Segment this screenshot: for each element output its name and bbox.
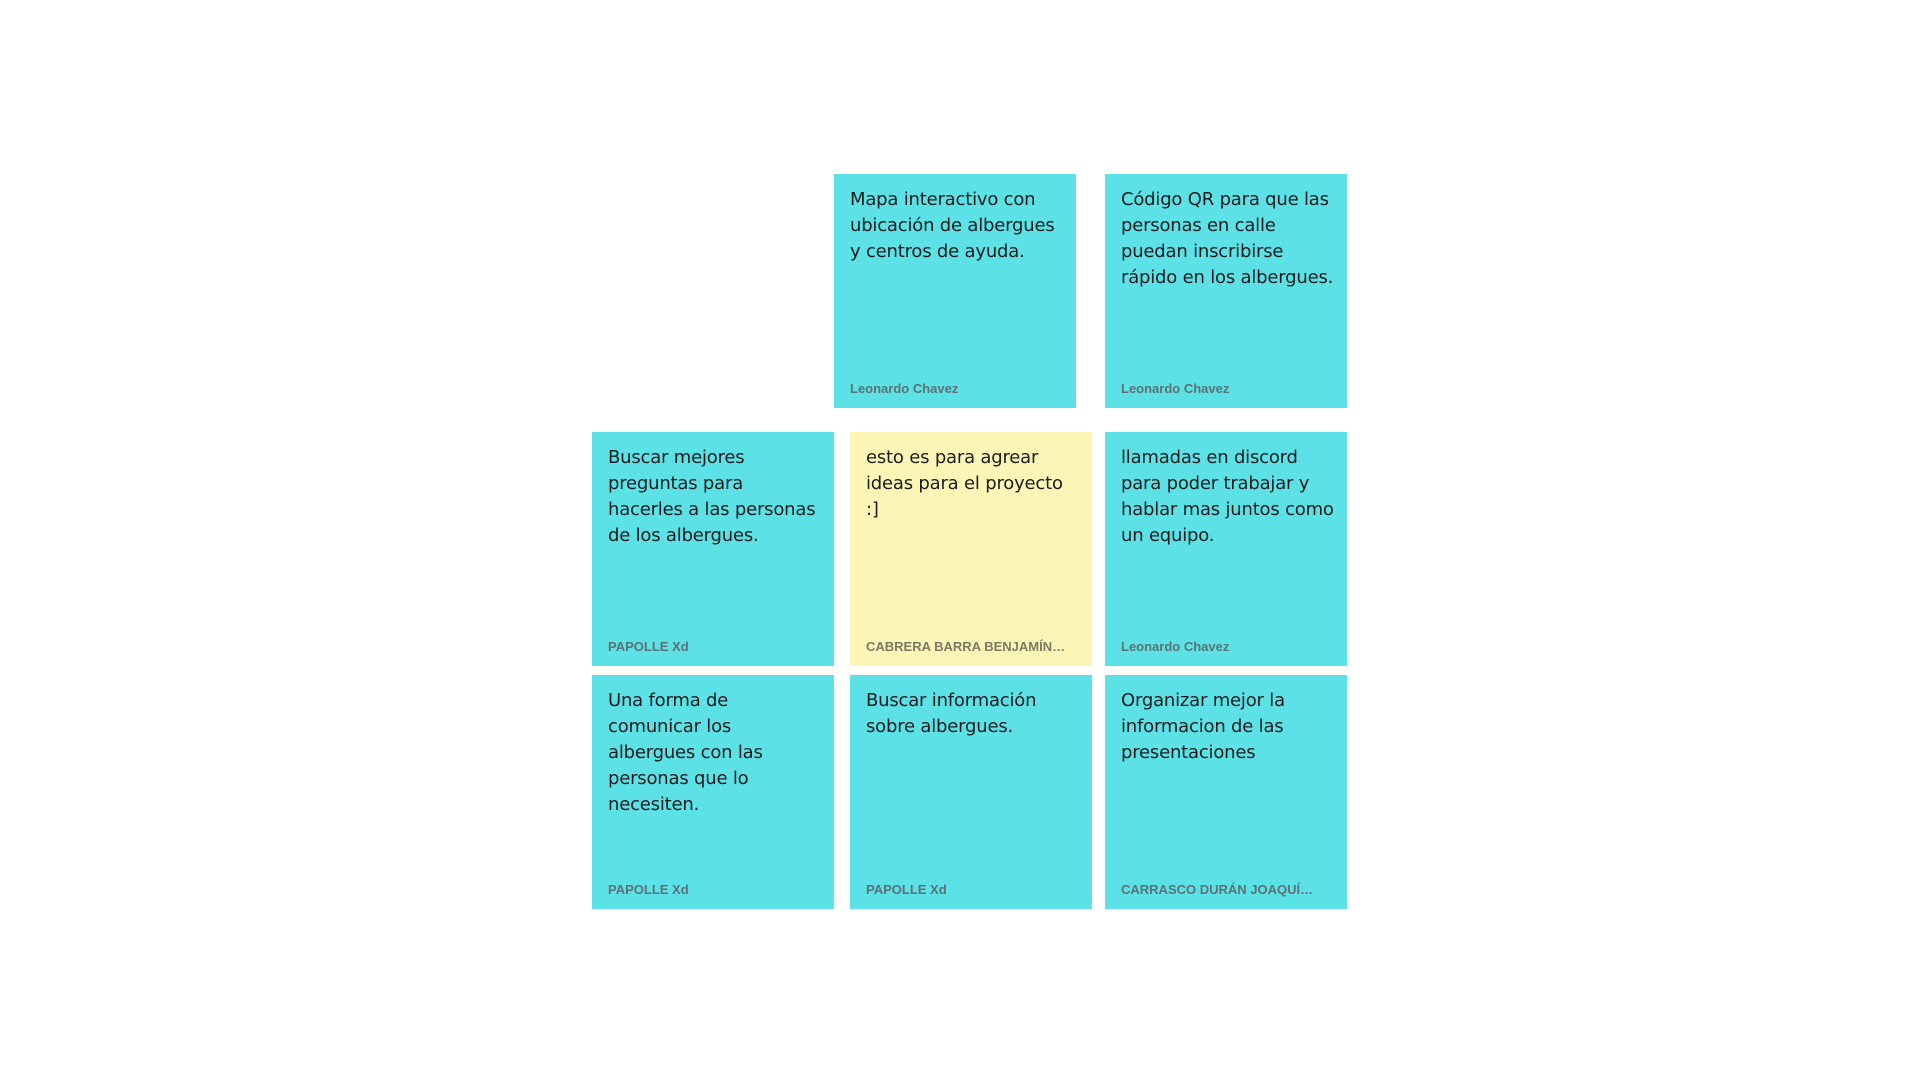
- sticky-note-author: Leonardo Chavez: [850, 381, 959, 396]
- sticky-note-author: Leonardo Chavez: [1121, 639, 1230, 654]
- sticky-note-text[interactable]: Mapa interactivo con ubicación de alberg…: [850, 189, 1055, 262]
- sticky-note[interactable]: Organizar mejor la informacion de las pr…: [1105, 675, 1347, 915]
- sticky-note[interactable]: Mapa interactivo con ubicación de alberg…: [834, 174, 1076, 414]
- sticky-note[interactable]: esto es para agrear ideas para el proyec…: [850, 432, 1092, 672]
- sticky-note[interactable]: Una forma de comunicar los albergues con…: [592, 675, 834, 915]
- sticky-note-author: CARRASCO DURÁN JOAQUÍ…: [1121, 882, 1314, 897]
- sticky-note-text[interactable]: Una forma de comunicar los albergues con…: [608, 690, 763, 815]
- sticky-note-text[interactable]: Buscar información sobre albergues.: [866, 690, 1037, 737]
- sticky-note-text[interactable]: esto es para agrear ideas para el proyec…: [866, 447, 1063, 520]
- sticky-note-text[interactable]: llamadas en discord para poder trabajar …: [1121, 447, 1334, 546]
- sticky-note-author: PAPOLLE Xd: [866, 882, 947, 897]
- sticky-note-text[interactable]: Código QR para que las personas en calle…: [1121, 189, 1334, 288]
- sticky-note-author: Leonardo Chavez: [1121, 381, 1230, 396]
- sticky-note-author: CABRERA BARRA BENJAMÍN…: [866, 639, 1066, 654]
- sticky-note-text[interactable]: Buscar mejores preguntas para hacerles a…: [608, 447, 816, 546]
- sticky-note[interactable]: llamadas en discord para poder trabajar …: [1105, 432, 1347, 672]
- sticky-note[interactable]: Buscar mejores preguntas para hacerles a…: [592, 432, 834, 672]
- sticky-note-author: PAPOLLE Xd: [608, 639, 689, 654]
- sticky-note[interactable]: Código QR para que las personas en calle…: [1105, 174, 1347, 414]
- sticky-note[interactable]: Buscar información sobre albergues. PAPO…: [850, 675, 1092, 915]
- sticky-note-text[interactable]: Organizar mejor la informacion de las pr…: [1121, 690, 1285, 763]
- sticky-note-author: PAPOLLE Xd: [608, 882, 689, 897]
